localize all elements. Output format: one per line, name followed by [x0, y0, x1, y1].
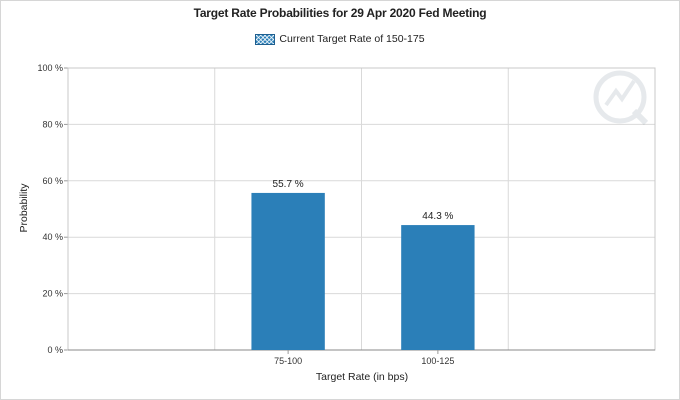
x-axis-title: Target Rate (in bps) [316, 371, 408, 383]
chart-title: Target Rate Probabilities for 29 Apr 202… [193, 6, 487, 20]
legend-label: Current Target Rate of 150-175 [279, 33, 425, 45]
bar [251, 192, 325, 350]
watermark-logo [593, 70, 649, 126]
bar [401, 225, 475, 350]
data-label: 44.3 % [422, 211, 453, 222]
bars [251, 192, 475, 350]
data-label: 55.7 % [273, 179, 304, 190]
legend: Current Target Rate of 150-175 [0, 33, 680, 45]
legend-swatch [255, 33, 276, 45]
y-tick-label: 0 % [47, 345, 63, 355]
axes [64, 67, 656, 354]
y-tick-label: 100 % [37, 63, 63, 73]
y-tick-label: 40 % [42, 232, 63, 242]
y-tick-label: 20 % [42, 289, 63, 299]
y-axis-title: Probability [18, 183, 30, 233]
x-tick-label: 75-100 [274, 356, 302, 366]
x-tick-label: 100-125 [421, 356, 454, 366]
y-tick-label: 80 % [42, 119, 63, 129]
y-tick-label: 60 % [42, 176, 63, 186]
labels: 0 % 20 % 40 % 60 % 80 % 100 % 55.7 % 75-100 44.3… [37, 63, 454, 366]
gridlines [67, 67, 656, 351]
